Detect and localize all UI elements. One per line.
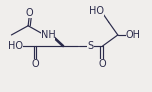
Text: O: O bbox=[26, 8, 33, 18]
Text: O: O bbox=[99, 59, 106, 69]
Text: HO: HO bbox=[89, 6, 104, 16]
Text: NH: NH bbox=[40, 30, 55, 40]
Text: O: O bbox=[32, 59, 40, 69]
Text: HO: HO bbox=[9, 41, 23, 51]
Text: S: S bbox=[87, 41, 93, 51]
Text: OH: OH bbox=[126, 30, 140, 40]
